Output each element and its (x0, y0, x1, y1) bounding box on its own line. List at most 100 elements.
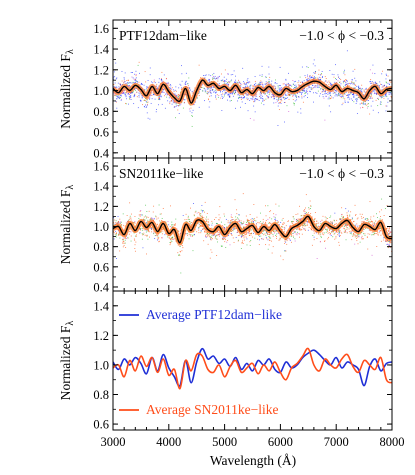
scatter-point (128, 93, 130, 94)
scatter-point (260, 84, 262, 85)
scatter-point (206, 87, 208, 89)
scatter-point (182, 107, 184, 109)
scatter-point (277, 221, 279, 223)
scatter-point (227, 94, 229, 96)
scatter-point (332, 231, 334, 233)
scatter-point (265, 223, 267, 225)
scatter-point (267, 97, 269, 99)
scatter-point (275, 102, 277, 104)
scatter-point (151, 229, 152, 231)
scatter-point (379, 86, 380, 88)
scatter-point (345, 223, 347, 225)
scatter-point (303, 80, 305, 82)
scatter-point (371, 92, 373, 94)
scatter-point (273, 97, 275, 99)
scatter-point (219, 84, 221, 86)
scatter-point (358, 87, 359, 89)
scatter-point (309, 76, 311, 78)
scatter-point (373, 223, 375, 225)
scatter-point (242, 87, 244, 88)
scatter-point (259, 83, 260, 85)
scatter-point (372, 82, 374, 84)
scatter-point (252, 97, 254, 99)
scatter-point (386, 82, 387, 84)
scatter-point (145, 81, 147, 83)
scatter-point (279, 99, 281, 101)
scatter-point (346, 223, 348, 225)
scatter-point (220, 97, 222, 99)
scatter-point (384, 208, 386, 210)
scatter-point (366, 99, 368, 101)
scatter-point (335, 90, 337, 92)
scatter-point (341, 207, 343, 209)
scatter-point (352, 94, 354, 96)
scatter-point (117, 222, 119, 224)
scatter-point (210, 75, 212, 77)
scatter-point (284, 98, 286, 100)
scatter-point (301, 92, 303, 93)
scatter-point (284, 121, 285, 123)
scatter-point (383, 97, 385, 99)
scatter-point (265, 81, 267, 83)
scatter-point (279, 235, 281, 237)
scatter-point (303, 90, 305, 92)
scatter-point (357, 89, 359, 91)
scatter-point (208, 236, 210, 238)
scatter-point (386, 105, 388, 107)
scatter-point (225, 81, 227, 83)
scatter-point (141, 97, 143, 99)
scatter-point (237, 81, 239, 83)
scatter-point (281, 229, 283, 230)
scatter-point (116, 258, 117, 259)
scatter-point (146, 98, 148, 100)
scatter-point (216, 94, 218, 96)
scatter-point (270, 83, 272, 85)
scatter-point (332, 97, 334, 99)
scatter-point (319, 74, 321, 76)
scatter-point (294, 100, 296, 102)
scatter-point (191, 224, 192, 226)
scatter-point (144, 71, 146, 73)
scatter-point (361, 217, 363, 219)
scatter-point (283, 83, 285, 85)
scatter-point (369, 222, 370, 224)
scatter-point (385, 240, 387, 242)
scatter-point (175, 218, 177, 220)
scatter-point (275, 229, 277, 231)
scatter-point (128, 82, 130, 84)
scatter-point (283, 102, 285, 103)
y-tick-label: 1.4 (93, 43, 109, 57)
scatter-point (217, 222, 218, 224)
scatter-point (136, 82, 138, 84)
scatter-point (294, 87, 296, 88)
scatter-point (245, 224, 247, 225)
scatter-point (138, 61, 140, 63)
scatter-point (335, 231, 337, 233)
scatter-point (218, 214, 220, 216)
scatter-point (377, 234, 379, 236)
scatter-point (243, 97, 245, 99)
scatter-point (129, 93, 130, 95)
scatter-point (115, 94, 117, 96)
scatter-point (219, 91, 221, 93)
scatter-point (345, 225, 347, 227)
scatter-point (388, 229, 390, 231)
y-tick-label: 1.6 (93, 22, 109, 36)
scatter-point (324, 119, 326, 121)
scatter-point (295, 80, 297, 82)
scatter-point (277, 87, 279, 89)
scatter-point (271, 233, 273, 235)
scatter-point (162, 230, 164, 232)
scatter-point (325, 247, 326, 249)
scatter-point (378, 85, 380, 87)
scatter-point (117, 216, 119, 217)
scatter-point (180, 272, 182, 274)
scatter-point (304, 93, 306, 94)
scatter-point (335, 231, 337, 233)
scatter-point (234, 89, 236, 91)
scatter-point (285, 78, 287, 80)
scatter-point (265, 244, 267, 246)
scatter-point (309, 225, 311, 226)
scatter-point (345, 91, 347, 93)
scatter-point (389, 81, 391, 83)
